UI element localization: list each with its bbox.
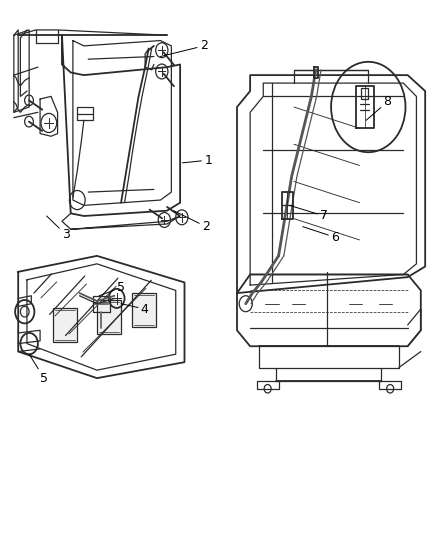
Text: 4: 4 <box>121 303 148 316</box>
Text: 6: 6 <box>302 227 338 244</box>
FancyBboxPatch shape <box>97 300 121 334</box>
Text: 5: 5 <box>29 354 48 385</box>
FancyBboxPatch shape <box>77 107 92 120</box>
Text: 2: 2 <box>173 211 209 233</box>
Text: 1: 1 <box>182 154 212 167</box>
Text: 7: 7 <box>289 205 327 222</box>
Text: 2: 2 <box>160 39 207 56</box>
FancyBboxPatch shape <box>53 308 77 342</box>
Text: 5: 5 <box>99 281 124 296</box>
Text: 8: 8 <box>365 95 391 120</box>
FancyBboxPatch shape <box>132 293 155 327</box>
Text: 3: 3 <box>46 216 70 241</box>
